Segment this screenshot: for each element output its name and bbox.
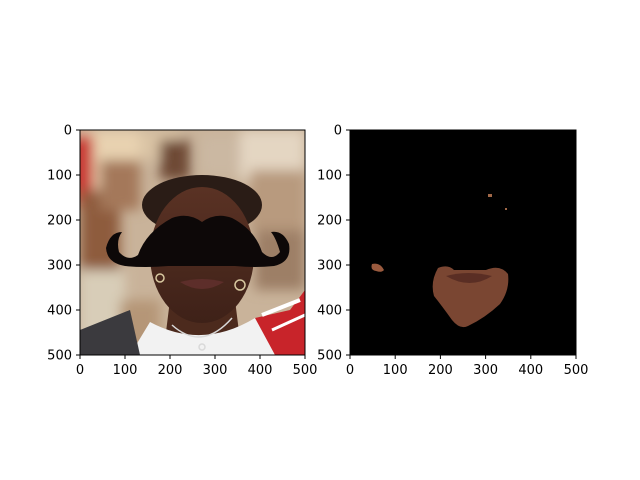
left-axes-frame xyxy=(79,129,306,356)
skin-region-small-left xyxy=(371,263,384,272)
left-y-tick-label: 400 xyxy=(47,304,72,319)
right-axes-frame xyxy=(349,129,577,356)
right-image-panel: 0 100 200 300 400 500 0 100 200 300 400 500 xyxy=(317,124,588,379)
mustache-overlay xyxy=(106,215,290,267)
right-x-tick-label: 300 xyxy=(473,363,498,378)
right-y-tick-label: 500 xyxy=(317,349,342,364)
right-mask-image xyxy=(350,130,576,355)
left-image-panel: 0 100 200 300 400 500 0 100 200 300 400 500 xyxy=(47,124,317,379)
left-axes-ticks: 0 100 200 300 400 500 0 100 200 300 400 500 xyxy=(47,124,317,379)
skin-speck-2 xyxy=(505,208,507,210)
left-x-tick-label: 200 xyxy=(158,363,183,378)
left-x-tick-label: 300 xyxy=(203,363,228,378)
right-x-tick-label: 100 xyxy=(383,363,408,378)
right-y-tick-label: 400 xyxy=(317,304,342,319)
left-y-tick-label: 200 xyxy=(47,214,72,229)
right-x-tick-label: 200 xyxy=(428,363,453,378)
left-x-tick-label: 0 xyxy=(76,363,84,378)
right-x-tick-label: 400 xyxy=(518,363,543,378)
left-y-tick-label: 300 xyxy=(47,259,72,274)
right-y-tick-label: 200 xyxy=(317,214,342,229)
skin-speck-1 xyxy=(488,194,492,197)
right-y-tick-label: 300 xyxy=(317,259,342,274)
left-x-tick-label: 100 xyxy=(113,363,138,378)
left-y-tick-label: 100 xyxy=(47,169,72,184)
right-x-tick-label: 500 xyxy=(564,363,589,378)
right-axes-ticks: 0 100 200 300 400 500 0 100 200 300 400 500 xyxy=(317,124,588,379)
right-y-tick-label: 0 xyxy=(334,124,342,139)
left-x-tick-label: 400 xyxy=(248,363,273,378)
left-photo xyxy=(80,130,305,355)
skin-region-face xyxy=(432,266,509,328)
right-x-tick-label: 0 xyxy=(346,363,354,378)
left-x-tick-label: 500 xyxy=(293,363,318,378)
right-y-tick-label: 100 xyxy=(317,169,342,184)
left-y-tick-label: 0 xyxy=(64,124,72,139)
left-y-tick-label: 500 xyxy=(47,349,72,364)
